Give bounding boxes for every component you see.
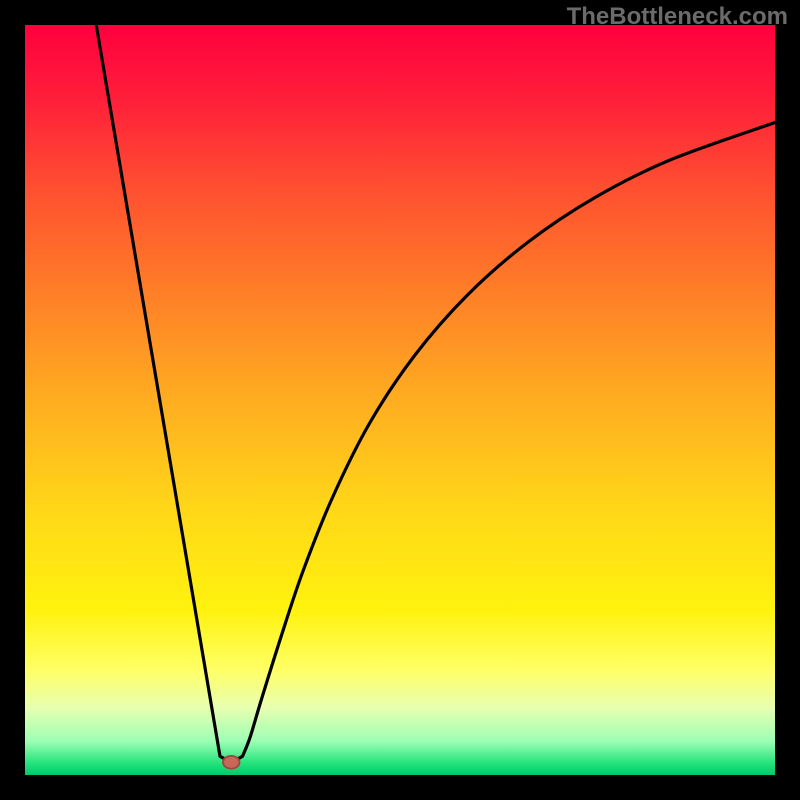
watermark-text: TheBottleneck.com (567, 3, 788, 31)
curve-layer (25, 25, 775, 775)
chart-frame: TheBottleneck.com (0, 0, 800, 800)
optimal-marker (223, 756, 240, 769)
bottleneck-curve (96, 25, 775, 760)
plot-area (25, 25, 775, 775)
